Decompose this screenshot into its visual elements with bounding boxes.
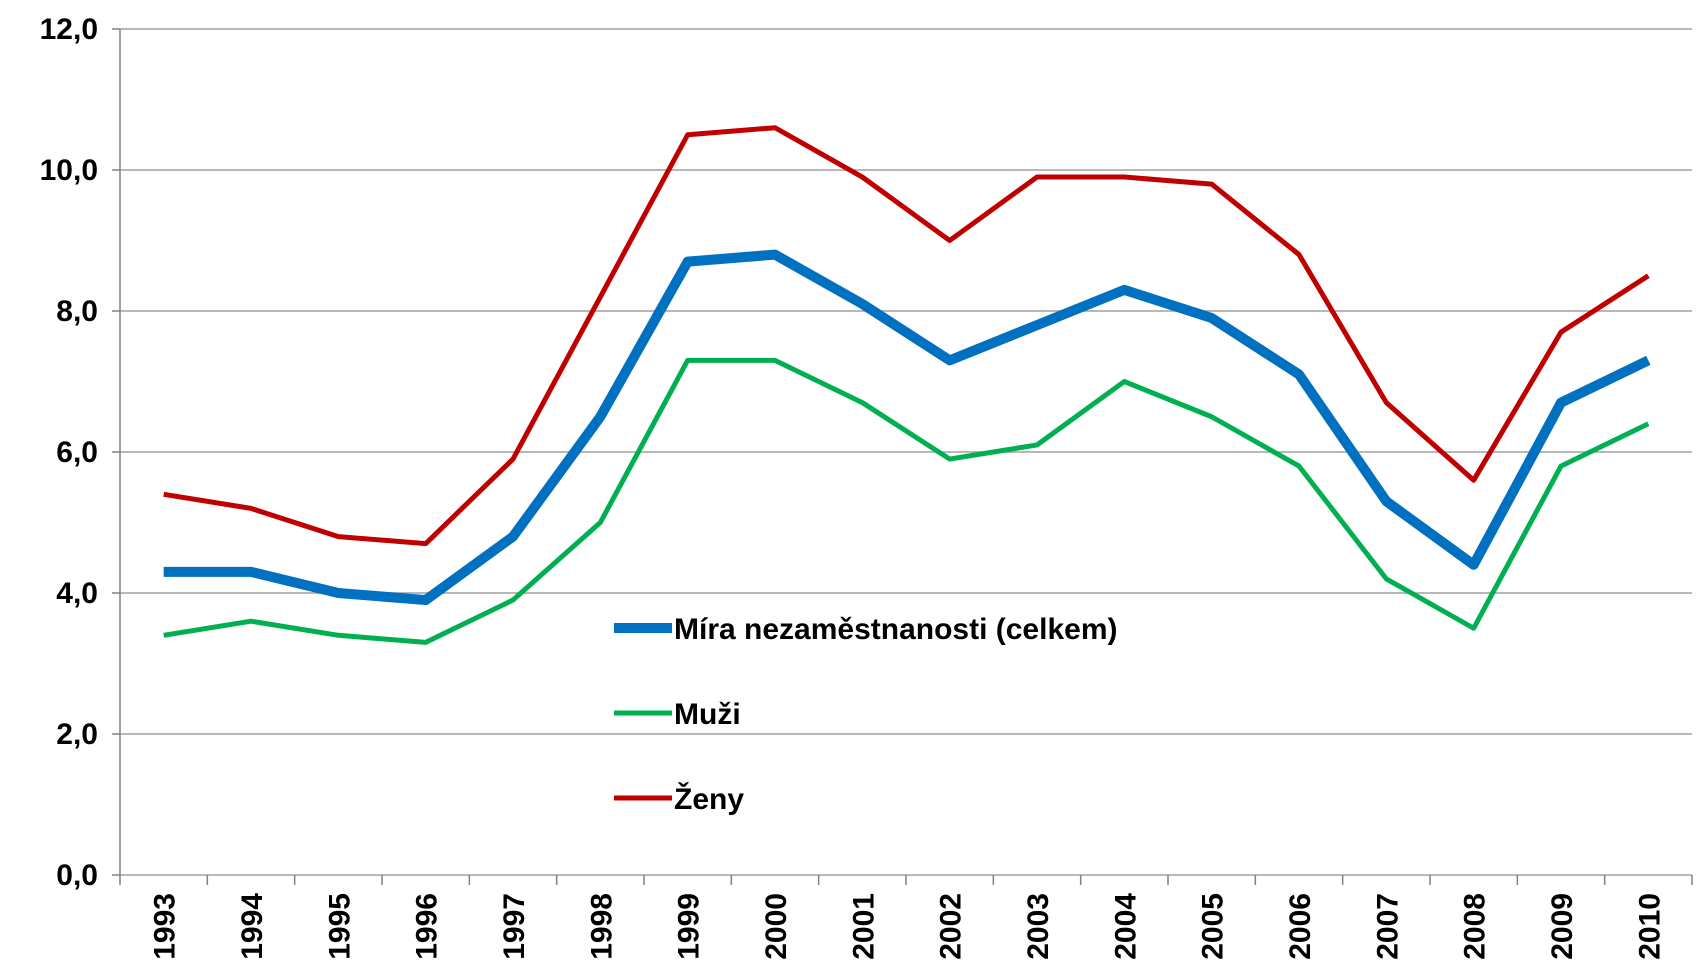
y-tick-label: 10,0 (40, 154, 98, 187)
y-tick-label: 4,0 (56, 577, 98, 610)
x-tick-label: 2009 (1546, 893, 1579, 960)
x-tick-label: 1996 (411, 893, 444, 960)
x-tick-label: 1993 (149, 893, 182, 960)
y-tick-label: 0,0 (56, 859, 98, 892)
y-tick-label: 12,0 (40, 13, 98, 46)
x-tick-label: 2010 (1633, 893, 1666, 960)
x-tick-label: 1995 (323, 893, 356, 960)
x-tick-label: 2000 (760, 893, 793, 960)
x-tick-label: 1997 (498, 893, 531, 960)
legend-label: Míra nezaměstnanosti (celkem) (674, 613, 1117, 646)
series-line (163, 357, 1650, 645)
x-tick-label: 1998 (585, 893, 618, 960)
x-tick-label: 2007 (1371, 893, 1404, 960)
series-line (163, 125, 1650, 547)
x-tick-label: 2005 (1197, 893, 1230, 960)
x-tick-label: 2001 (847, 893, 880, 960)
x-tick-label: 2006 (1284, 893, 1317, 960)
y-tick-label: 8,0 (56, 295, 98, 328)
x-tick-label: 2003 (1022, 893, 1055, 960)
y-tick-label: 6,0 (56, 436, 98, 469)
x-tick-label: 2004 (1109, 893, 1142, 960)
x-tick-label: 2002 (935, 893, 968, 960)
series-line (163, 249, 1651, 606)
legend-label: Ženy (674, 782, 744, 816)
x-tick-label: 1994 (236, 893, 269, 960)
legend-label: Muži (674, 698, 741, 731)
x-tick-label: 1999 (673, 893, 706, 960)
x-tick-label: 2008 (1459, 893, 1492, 960)
y-tick-label: 2,0 (56, 718, 98, 751)
